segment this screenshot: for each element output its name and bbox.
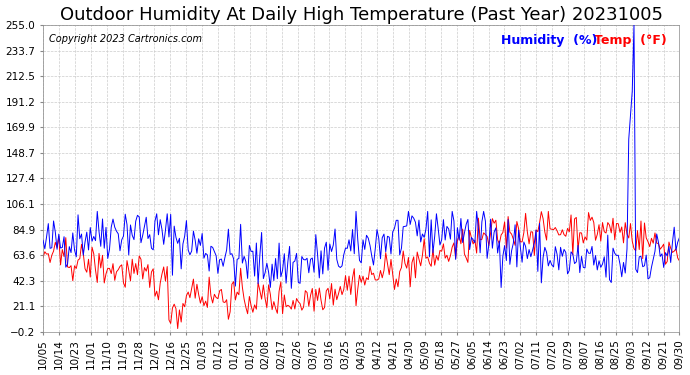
Text: Humidity  (%): Humidity (%) bbox=[501, 34, 598, 47]
Title: Outdoor Humidity At Daily High Temperature (Past Year) 20231005: Outdoor Humidity At Daily High Temperatu… bbox=[60, 6, 663, 24]
Text: Copyright 2023 Cartronics.com: Copyright 2023 Cartronics.com bbox=[50, 34, 202, 44]
Text: Temp  (°F): Temp (°F) bbox=[594, 34, 667, 47]
